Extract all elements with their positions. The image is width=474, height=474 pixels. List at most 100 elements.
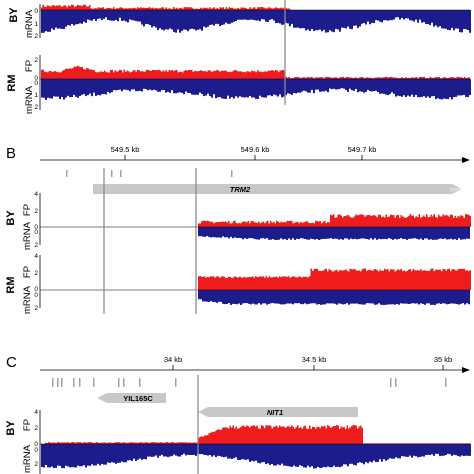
coverage-bar (427, 217, 429, 227)
coverage-bar (310, 222, 312, 227)
coverage-bar (79, 444, 81, 467)
coverage-bar (229, 10, 231, 24)
coverage-bar (387, 10, 389, 21)
coverage-bar (264, 8, 266, 10)
coverage-bar (99, 79, 101, 96)
coverage-bar (387, 268, 389, 290)
coverage-bar (311, 79, 313, 90)
coverage-bar (226, 427, 228, 444)
coverage-bar (380, 227, 382, 240)
coverage-bar (444, 290, 446, 304)
coverage-bar (321, 79, 323, 92)
coverage-bar (236, 70, 238, 79)
coverage-bar (191, 10, 193, 29)
coverage-bar (212, 8, 214, 10)
coverage-bar (151, 442, 153, 444)
coverage-bar (270, 8, 272, 10)
tick-by-mrna-2-b: 2 (34, 242, 38, 249)
coverage-bar (379, 79, 381, 94)
coverage-bar (99, 71, 101, 79)
coverage-bar (232, 425, 234, 444)
coverage-bar (359, 79, 361, 92)
coverage-bar (313, 10, 315, 31)
coverage-bar (108, 72, 110, 79)
coverage-bar (113, 7, 115, 10)
coverage-bar (323, 78, 325, 79)
coverage-bar (183, 442, 185, 444)
coverage-bar (447, 269, 449, 290)
coverage-bar (241, 277, 243, 290)
coverage-bar (393, 10, 395, 20)
coverage-bar (288, 227, 290, 239)
coverage-bar (413, 79, 415, 97)
coverage-bar (416, 227, 418, 239)
coverage-bar (340, 290, 342, 304)
coverage-bar (243, 10, 245, 20)
coverage-bar (144, 71, 146, 79)
coverage-bar (109, 10, 111, 21)
coverage-bar (333, 10, 335, 33)
coverage-bar (298, 227, 300, 239)
coverage-bar (261, 72, 263, 79)
coverage-bar (346, 227, 348, 239)
coverage-bar (418, 270, 420, 290)
coverage-bar (235, 10, 237, 22)
coverage-bar (155, 444, 157, 456)
coverage-bar (121, 444, 123, 462)
coverage-bar (459, 77, 461, 79)
coverage-bar (359, 77, 361, 79)
coverage-bar (80, 5, 82, 10)
coverage-bar (279, 10, 281, 24)
coverage-bar (159, 8, 161, 10)
coverage-bar (317, 79, 319, 90)
coverage-bar (102, 71, 104, 79)
feature-mark (52, 378, 54, 387)
coverage-bar (211, 221, 213, 227)
coverage-bar (48, 71, 50, 79)
coverage-bar (192, 8, 194, 10)
coverage-bar (289, 10, 291, 27)
coverage-bar (467, 444, 469, 456)
coverage-bar (225, 444, 227, 457)
coverage-bar (205, 79, 207, 96)
coverage-bar (145, 444, 147, 460)
coverage-bar (138, 442, 140, 444)
coverage-bar (49, 79, 51, 99)
coverage-bar (187, 10, 189, 32)
coverage-bar (257, 444, 259, 463)
coverage-bar (429, 76, 431, 79)
coverage-bar (295, 10, 297, 28)
coverage-bar (336, 77, 338, 79)
coverage-bar (110, 69, 112, 79)
coverage-bar (133, 79, 135, 90)
coverage-bar (285, 222, 287, 227)
coverage-bar (405, 10, 407, 19)
coverage-bar (238, 428, 240, 444)
coverage-bar (44, 6, 46, 10)
coverage-bar (362, 227, 364, 239)
coverage-bar (105, 72, 107, 79)
coverage-bar (232, 277, 234, 290)
coverage-bar (371, 10, 373, 23)
coverage-bar (109, 444, 111, 463)
coverage-bar (225, 7, 227, 10)
coverage-bar (228, 290, 230, 303)
coverage-bar (277, 427, 279, 444)
coverage-bar (310, 227, 312, 239)
tick-rm-fp-0-b: 0 (34, 286, 38, 293)
coverage-bar (282, 290, 284, 305)
coverage-bar (151, 10, 153, 28)
coverage-bar (87, 68, 89, 79)
coverage-bar (361, 214, 363, 227)
coverage-bar (149, 79, 151, 90)
coverage-bar (369, 79, 371, 92)
coverage-bar (411, 215, 413, 227)
coverage-bar (85, 10, 87, 23)
coverage-bar (375, 444, 377, 463)
coverage-bar (289, 220, 291, 227)
coverage-bar (81, 79, 83, 95)
coverage-bar (403, 79, 405, 96)
coverage-bar (294, 227, 296, 240)
coverage-bar (256, 290, 258, 305)
coverage-bar (277, 79, 279, 97)
